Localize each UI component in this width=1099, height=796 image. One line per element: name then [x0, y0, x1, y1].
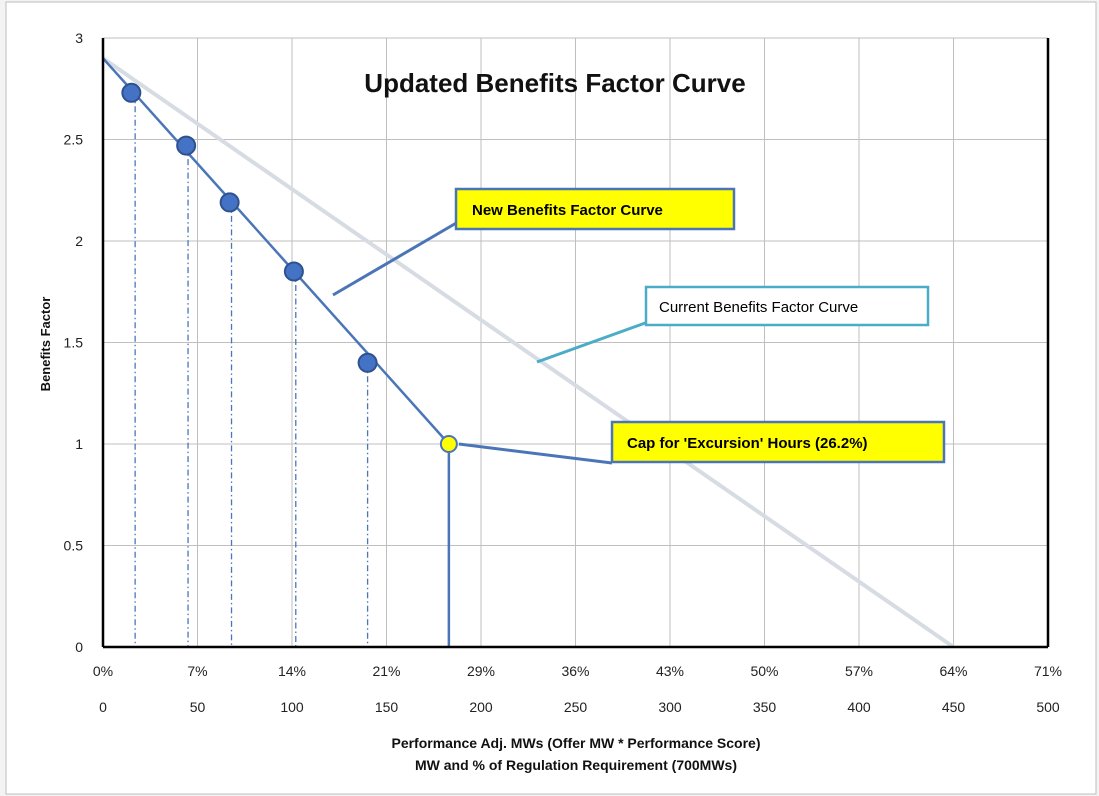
new-curve-callout-text: New Benefits Factor Curve — [472, 202, 663, 219]
x-percent-tick-label: 29% — [467, 663, 495, 679]
current-curve-callout-box — [644, 285, 930, 327]
x-axis-label-secondary: MW and % of Regulation Requirement (700M… — [415, 757, 737, 773]
x-percent-tick-label: 36% — [561, 663, 589, 679]
x-tick-label: 400 — [847, 699, 871, 715]
x-tick-label: 200 — [469, 699, 493, 715]
x-percent-tick-label: 50% — [750, 663, 778, 679]
y-tick-label: 0.5 — [64, 538, 84, 554]
data-point — [283, 261, 304, 282]
y-tick-label: 1.5 — [64, 335, 84, 351]
x-tick-label: 450 — [942, 699, 966, 715]
x-percent-tick-label: 7% — [187, 663, 207, 679]
x-percent-tick-label: 57% — [845, 663, 873, 679]
y-axis-label: Benefits Factor — [38, 297, 53, 392]
data-point — [121, 82, 142, 103]
chart-title: Updated Benefits Factor Curve — [364, 68, 745, 98]
x-axis-label: Performance Adj. MWs (Offer MW * Perform… — [391, 735, 760, 751]
y-tick-label: 2.5 — [64, 132, 84, 148]
callouts: New Benefits Factor Curve Current Benefit… — [332, 187, 946, 465]
tick-labels: 0 0.5 1 1.5 2 2.5 3 0% 7% 14% 21% 29% 36% 43% 50% 57% 64… — [64, 30, 1062, 715]
data-point — [219, 192, 240, 213]
chart-frame — [5, 1, 1097, 795]
current-curve-group — [101, 56, 955, 649]
x-tick-label: 150 — [375, 699, 399, 715]
y-tick-label: 1 — [75, 436, 83, 452]
x-tick-label: 350 — [753, 699, 777, 715]
cap-callout-box — [610, 420, 946, 464]
y-tick-label: 3 — [75, 30, 83, 46]
x-percent-tick-label: 43% — [656, 663, 684, 679]
data-point — [176, 135, 197, 156]
data-point — [357, 352, 378, 373]
x-percent-tick-label: 71% — [1034, 663, 1062, 679]
axes — [101, 38, 1050, 649]
current-curve-callout-text: Current Benefits Factor Curve — [659, 299, 858, 316]
new-curve-callout-box — [454, 187, 736, 231]
x-percent-tick-label: 64% — [939, 663, 967, 679]
x-tick-label: 100 — [280, 699, 304, 715]
cap-leader-line — [458, 442, 613, 465]
x-percent-tick-label: 14% — [278, 663, 306, 679]
new-curve-group — [102, 57, 458, 647]
droplines — [134, 92, 369, 647]
x-tick-label: 500 — [1036, 699, 1060, 715]
x-percent-tick-label: 0% — [93, 663, 113, 679]
new-curve-leader-line — [332, 220, 459, 297]
cap-callout-text: Cap for 'Excursion' Hours (26.2%) — [627, 435, 868, 452]
x-tick-label: 0 — [99, 699, 107, 715]
x-tick-label: 50 — [190, 699, 206, 715]
cap-point — [439, 435, 458, 453]
current-benefits-factor-line — [101, 56, 955, 649]
x-tick-label: 250 — [564, 699, 588, 715]
y-tick-label: 2 — [75, 233, 83, 249]
x-tick-label: 300 — [658, 699, 682, 715]
current-curve-leader-line — [536, 320, 649, 364]
y-tick-label: 0 — [75, 639, 83, 655]
x-percent-tick-label: 21% — [372, 663, 400, 679]
